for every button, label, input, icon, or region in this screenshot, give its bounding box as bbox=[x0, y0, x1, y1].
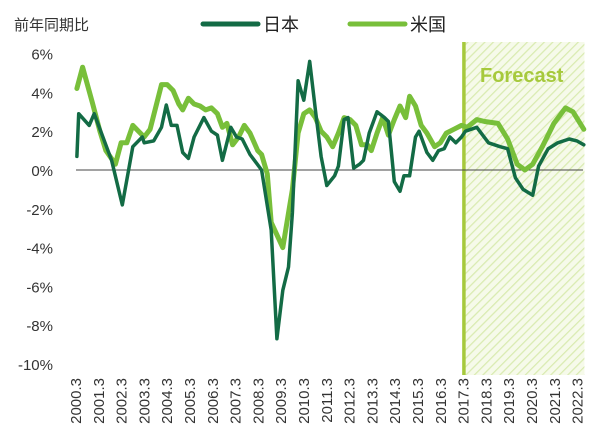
x-tick-label: 2017.3 bbox=[456, 378, 473, 424]
x-tick-label: 2016.3 bbox=[433, 378, 450, 424]
forecast-label: Forecast bbox=[480, 65, 564, 87]
y-axis-label: 前年同期比 bbox=[14, 16, 89, 34]
x-tick-label: 2007.3 bbox=[228, 378, 245, 424]
legend: 日本 米国 bbox=[200, 15, 446, 36]
x-tick-label: 2020.3 bbox=[524, 378, 541, 424]
y-tick-label: -8% bbox=[26, 318, 53, 335]
x-tick-label: 2019.3 bbox=[501, 378, 518, 424]
x-tick-label: 2011.3 bbox=[319, 378, 336, 423]
x-tick-label: 2013.3 bbox=[364, 378, 381, 424]
y-tick-label: -2% bbox=[26, 202, 53, 219]
y-tick-label: 4% bbox=[31, 85, 53, 102]
x-tick-label: 2022.3 bbox=[570, 378, 587, 424]
forecast-region: Forecast bbox=[462, 42, 585, 375]
x-tick-label: 2009.3 bbox=[273, 378, 290, 424]
x-tick-label: 2004.3 bbox=[159, 378, 176, 424]
y-tick-label: 6% bbox=[31, 47, 53, 64]
legend-label: 米国 bbox=[410, 15, 446, 36]
series bbox=[74, 59, 587, 341]
forecast-hatch bbox=[462, 42, 585, 375]
x-tick-label: 2021.3 bbox=[547, 378, 564, 424]
x-tick-label: 2018.3 bbox=[478, 378, 495, 424]
legend-label: 日本 bbox=[263, 15, 299, 36]
y-axis: 6% 4% 2% 0% -2% -4% -6% -8% -10% bbox=[18, 47, 53, 374]
y-tick-label: -10% bbox=[18, 357, 53, 374]
x-axis: 2000.3 2001.3 2002.3 2003.3 2004.3 2005.3 2006… bbox=[68, 378, 587, 424]
x-tick-label: 2003.3 bbox=[136, 378, 153, 424]
x-tick-label: 2014.3 bbox=[387, 378, 404, 424]
x-tick-label: 2002.3 bbox=[114, 378, 131, 424]
x-tick-label: 2006.3 bbox=[205, 378, 222, 424]
y-tick-label: -4% bbox=[26, 241, 53, 258]
series-line-japan bbox=[75, 59, 586, 341]
x-tick-label: 2015.3 bbox=[410, 378, 427, 424]
x-tick-label: 2000.3 bbox=[68, 378, 85, 424]
y-tick-label: 0% bbox=[31, 163, 53, 180]
x-tick-label: 2001.3 bbox=[91, 378, 108, 424]
x-tick-label: 2008.3 bbox=[250, 378, 267, 424]
x-tick-label: 2012.3 bbox=[342, 378, 359, 424]
y-tick-label: 2% bbox=[31, 124, 53, 141]
x-tick-label: 2010.3 bbox=[296, 378, 313, 424]
y-tick-label: -6% bbox=[26, 279, 53, 296]
x-tick-label: 2005.3 bbox=[182, 378, 199, 424]
